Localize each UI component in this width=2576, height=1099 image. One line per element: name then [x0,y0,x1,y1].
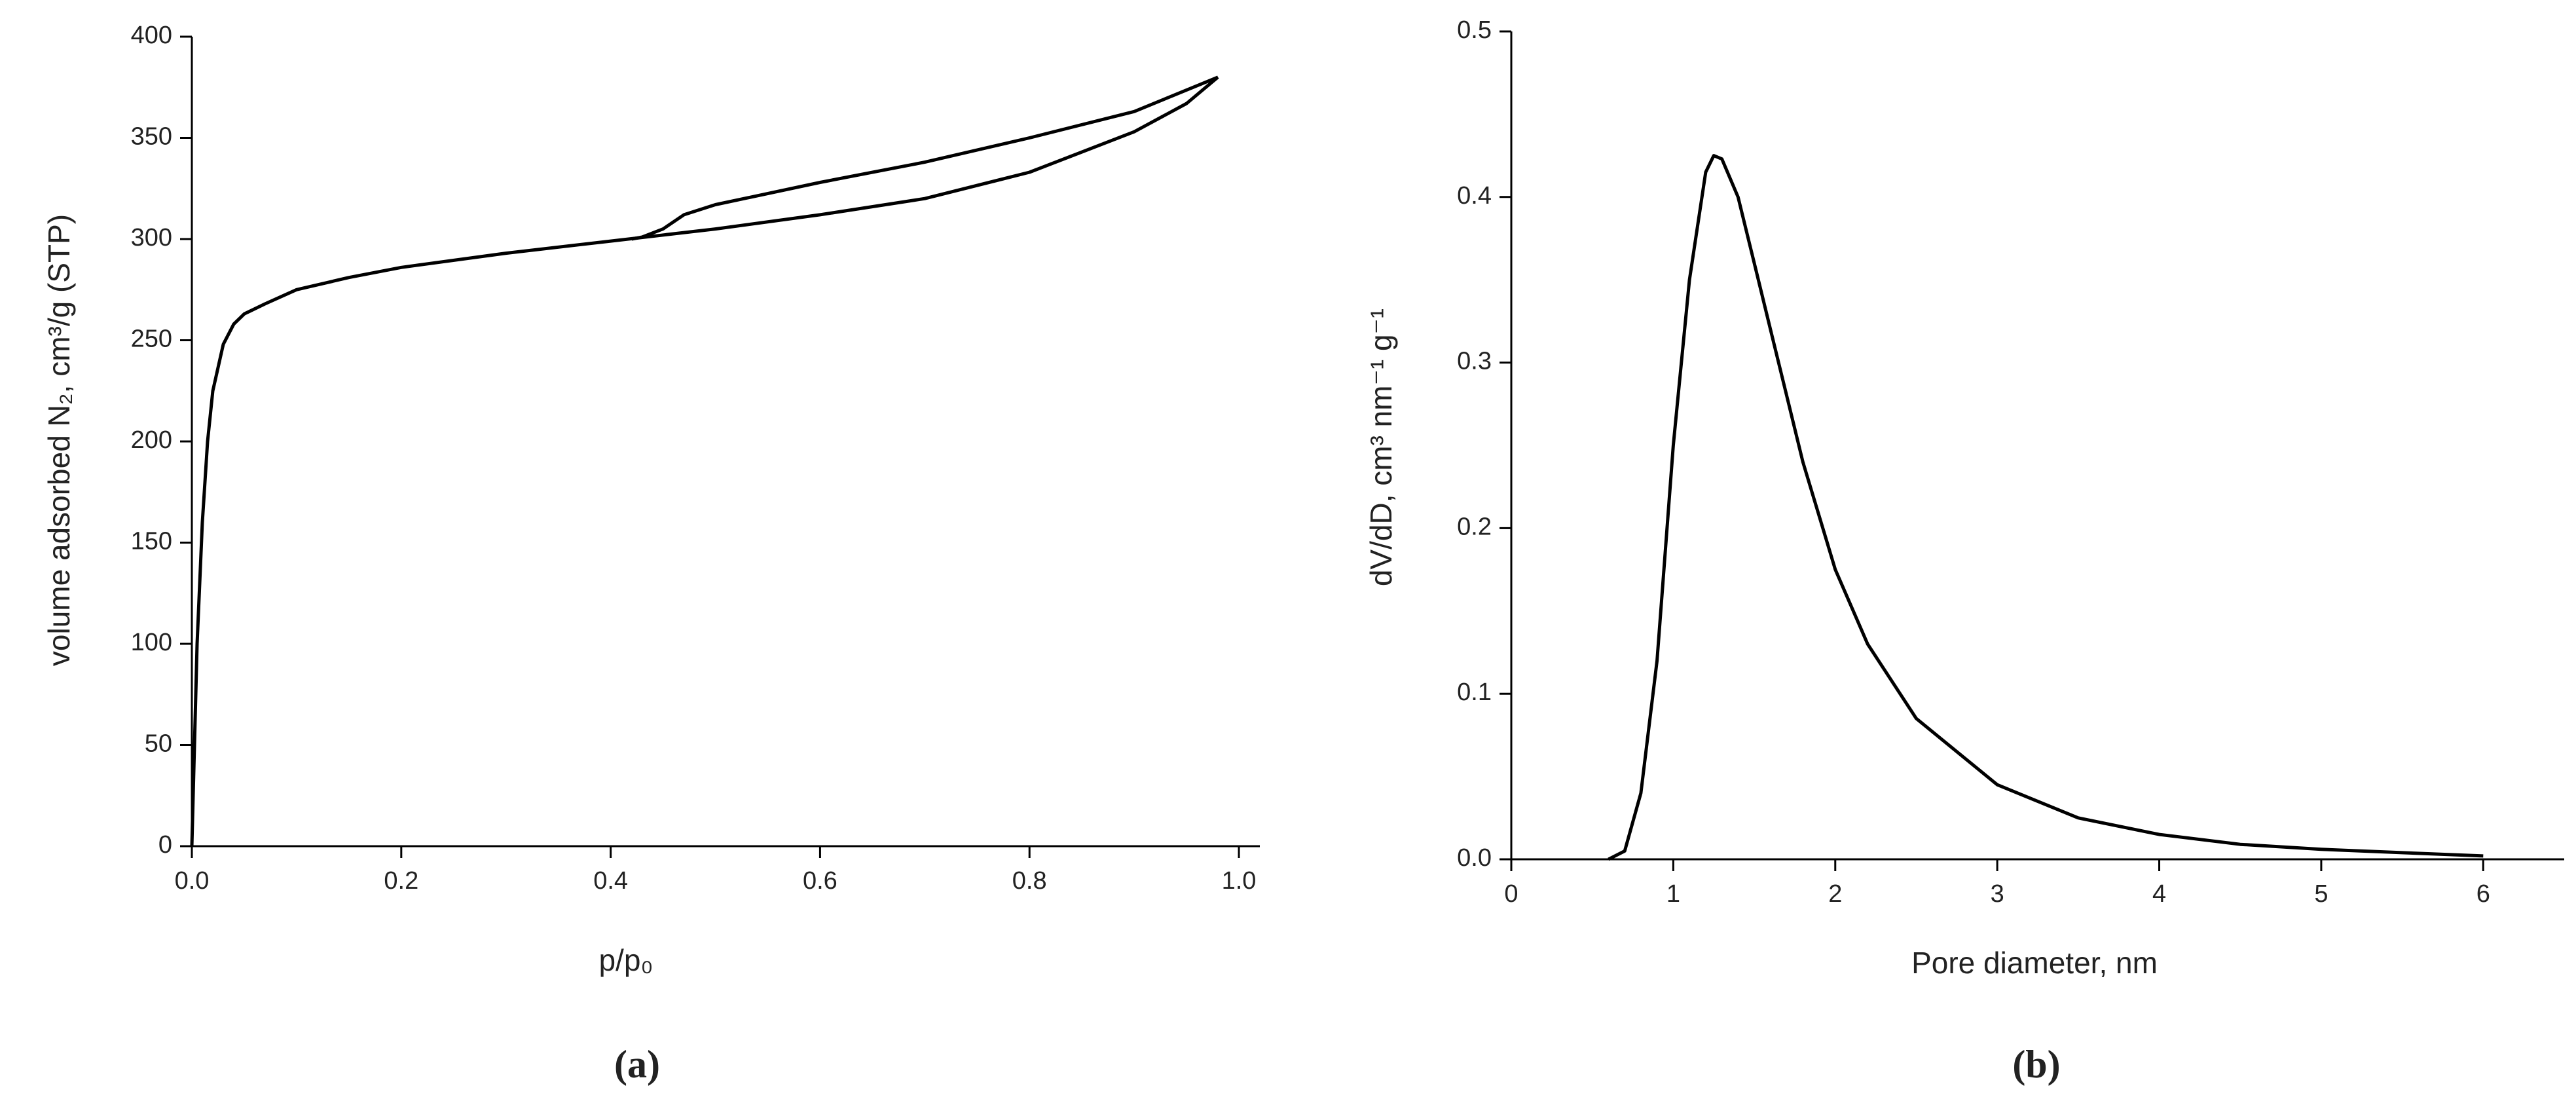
y-tick-label: 350 [131,123,172,151]
x-tick-label: 0.4 [593,867,628,895]
panel-caption: (a) [614,1043,660,1086]
y-tick-label: 0.0 [1457,844,1492,872]
x-tick-label: 2 [1828,880,1842,908]
data-line [1608,154,2484,861]
x-tick-label: 0.2 [384,867,418,895]
data-line [631,75,1219,241]
y-tick-label: 0.4 [1457,182,1492,210]
x-tick-label: 0.6 [803,867,837,895]
y-tick-label: 250 [131,326,172,353]
y-axis-title: volume adsorbed N₂, cm³/g (STP) [42,214,76,666]
y-tick-label: 300 [131,224,172,251]
y-tick-label: 100 [131,629,172,656]
y-tick-label: 0 [158,831,172,859]
x-axis-title: p/p₀ [598,943,653,977]
y-tick-label: 200 [131,426,172,454]
panel-caption: (b) [2012,1043,2060,1086]
y-tick-label: 400 [131,22,172,49]
y-tick-label: 150 [131,528,172,555]
y-tick-label: 0.2 [1457,513,1492,540]
x-axis-title: Pore diameter, nm [1911,946,2158,980]
x-tick-label: 0.8 [1012,867,1047,895]
x-tick-label: 6 [2476,880,2490,908]
x-tick-label: 3 [1991,880,2004,908]
y-tick-label: 0.5 [1457,16,1492,44]
x-tick-label: 5 [2314,880,2328,908]
x-tick-label: 1 [1666,880,1680,908]
y-tick-label: 50 [145,730,172,758]
x-tick-label: 4 [2152,880,2166,908]
x-tick-label: 0 [1504,880,1518,908]
data-line [190,75,1219,847]
x-tick-label: 0.0 [175,867,210,895]
x-tick-label: 1.0 [1222,867,1257,895]
y-axis-title: dV/dD, cm³ nm⁻¹ g⁻¹ [1364,308,1398,586]
y-tick-label: 0.1 [1457,679,1492,706]
y-tick-label: 0.3 [1457,348,1492,375]
